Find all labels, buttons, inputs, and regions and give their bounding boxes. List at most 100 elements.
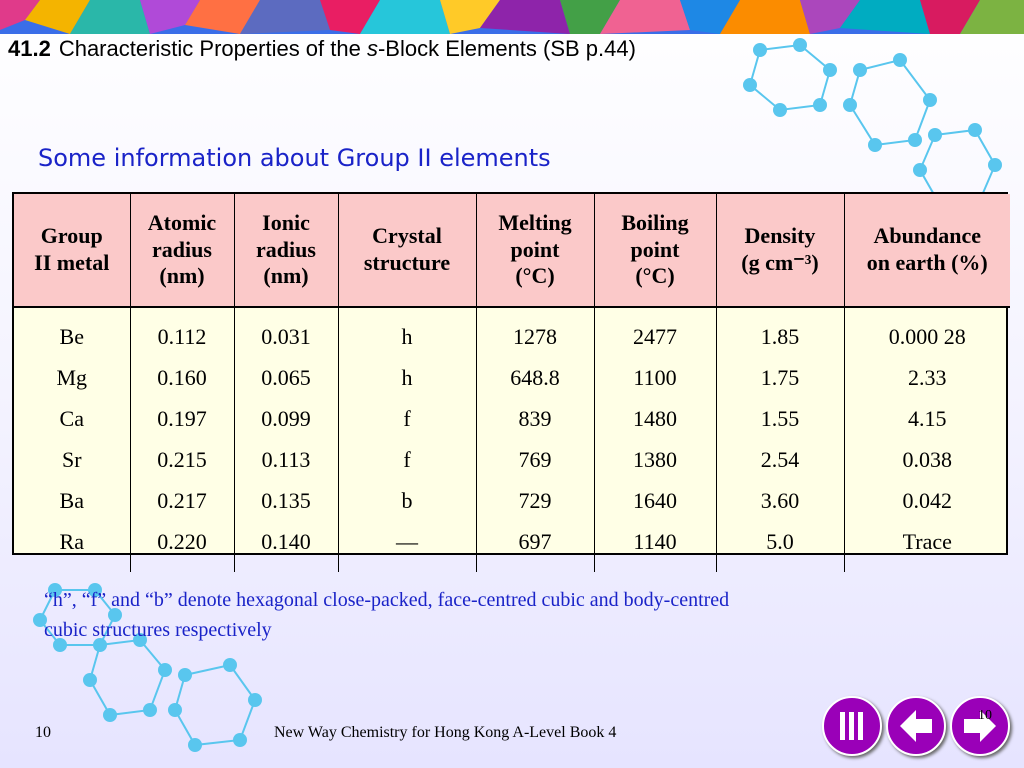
column-header: Atomic radius (nm) [130,194,235,308]
subtitle: Some information about Group II elements [38,144,551,172]
table-cell: 1640 [633,488,677,513]
column-header: Ionic radius (nm) [234,194,339,308]
table-cell: 0.197 [157,406,207,431]
header-line: (nm) [159,263,205,289]
table-cell: 3.60 [760,488,800,513]
header-line: on earth (%) [866,250,988,275]
header-line: point [510,236,560,262]
table-cell: b [401,488,413,513]
slide-heading: 41.2 Characteristic Properties of the s-B… [8,36,636,62]
table-cell: 839 [518,406,552,431]
corner-page-number: 10 [978,708,992,723]
structure-note: “h”, “f” and “b” denote hexagonal close-… [44,589,730,641]
section-number: 41.2 [8,36,51,61]
column-header: Crystal structure [338,194,477,308]
column-header: Melting point (°C) [476,194,595,308]
table-cell: 2.33 [908,365,947,390]
back-button[interactable] [886,696,946,756]
table-cell: 769 [518,447,552,472]
table-cell: 5.0 [766,529,794,554]
table-cell: 1.55 [760,406,800,431]
table-cell: 0.140 [261,529,311,554]
table-cell: 0.000 28 [888,324,966,349]
table-cell: 697 [518,529,552,554]
header-line: Melting [498,209,572,235]
header-line: II metal [34,250,110,275]
column-header: Boiling point (°C) [594,194,717,308]
table-cell: — [396,529,418,554]
table-cell-column: 0.112 0.160 0.197 0.215 0.217 0.220 [130,307,235,572]
header-line: Atomic [147,209,217,235]
back-arrow-icon [900,710,932,742]
table-cell: 0.099 [261,406,311,431]
table-cell: 0.113 [261,447,311,472]
group-ii-table: Group II metal Atomic radius (nm) Ionic radius… [12,192,1010,572]
table-cell: 1.75 [760,365,800,390]
table-cell: 1480 [633,406,677,431]
table-cell: 0.160 [157,365,207,390]
table-cell: 4.15 [908,406,947,431]
table-cell: 1140 [633,529,677,554]
table-cell: h [401,324,413,349]
table-cell-column: 0.031 0.065 0.099 0.113 0.135 0.140 [234,307,339,572]
table-cell: 0.112 [157,324,207,349]
table-cell: Sr [61,447,82,472]
table-cell: 0.217 [157,488,207,513]
table-cell: 729 [518,488,552,513]
footer-page-number: 10 [35,724,51,741]
table-cell-column: 1.85 1.75 1.55 2.54 3.60 5.0 [716,307,845,572]
header-line: point [630,236,680,262]
table-cell: Ca [59,406,84,431]
header-line: (nm) [263,263,309,289]
table-cell: 0.215 [157,447,207,472]
menu-icon [840,712,863,740]
table-cell: 0.065 [261,365,311,390]
header-line: Density [744,223,816,249]
menu-button[interactable] [822,696,882,756]
table-cell-column: 0.000 28 2.33 4.15 0.038 0.042 Trace [844,307,1010,572]
header-line: Boiling [621,209,689,235]
table-cell-column: 1278 648.8 839 769 729 697 [476,307,595,572]
column-header: Abundance on earth (%) [844,194,1010,308]
header-line: Crystal [372,223,442,249]
header-line: radius [152,236,212,262]
table-cell: Be [59,324,84,349]
heading-italic-s: s [366,36,378,61]
table-cell: Ba [59,488,84,513]
heading-text-2: -Block Elements (SB p.44) [377,36,636,61]
table-cell: h [401,365,413,390]
table-cell: f [403,406,411,431]
table-cell-column: h h f f b — [338,307,477,572]
header-line: (°C) [635,263,675,289]
table-cell: 2.54 [760,447,800,472]
forward-button[interactable] [950,696,1010,756]
header-line: structure [363,250,451,275]
table-cell: f [403,447,411,472]
header-line: (°C) [515,263,555,289]
column-header: Density (g cm⁻³) [716,194,845,308]
properties-table: Group II metal Atomic radius (nm) Ionic radius… [14,194,1010,572]
table-cell: Trace [902,529,952,554]
table-cell: 2477 [633,324,677,349]
table-cell: 0.042 [902,488,953,513]
heading-text-1: Characteristic Properties of the [58,36,367,61]
table-cell: 1278 [513,324,557,349]
table-cell: 0.038 [902,447,953,472]
table-cell: 0.135 [261,488,311,513]
header-line: (g cm⁻³) [741,250,819,275]
table-cell: 0.220 [157,529,207,554]
table-cell: Ra [59,529,84,554]
column-header: Group II metal [14,194,131,308]
table-body-row: Be Mg Ca Sr Ba Ra 0.112 0.160 0.197 0.215 0.217 0.2… [14,307,1010,572]
header-line: Abundance [873,223,982,249]
header-line: Ionic [262,209,310,235]
table-cell: 1100 [633,365,677,390]
table-header-row: Group II metal Atomic radius (nm) Ionic radius… [14,194,1010,308]
table-cell: 648.8 [510,365,560,390]
footer-book-title: New Way Chemistry for Hong Kong A-Level … [274,724,617,741]
forward-arrow-icon [964,710,996,742]
header-line: Group [40,223,103,249]
table-cell-column: 2477 1100 1480 1380 1640 1140 [594,307,717,572]
decorative-banner [0,0,1024,34]
table-cell: 1380 [633,447,677,472]
